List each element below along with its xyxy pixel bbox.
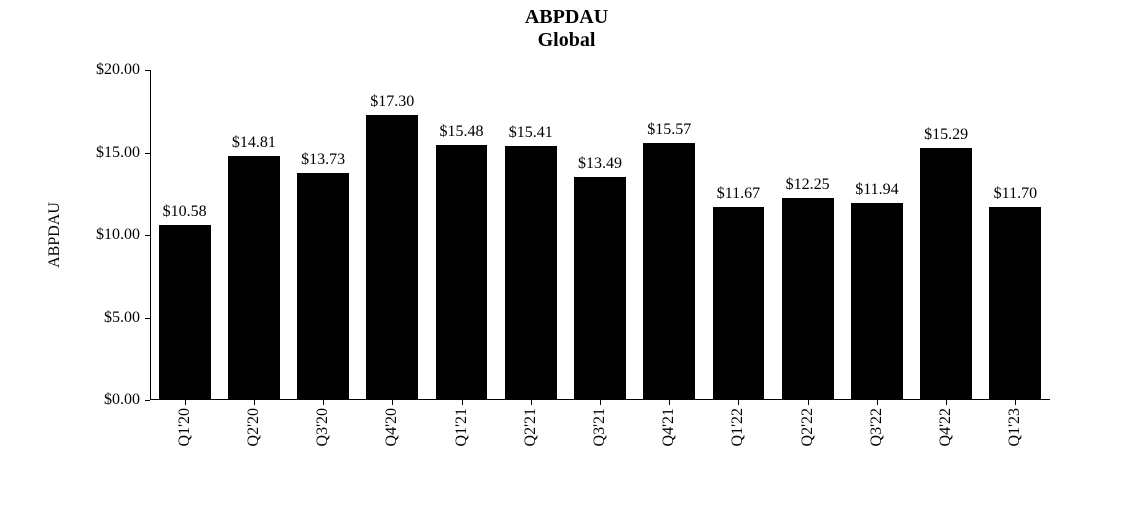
- bar: $15.57: [643, 143, 695, 400]
- x-tick: [185, 400, 186, 405]
- y-tick: [145, 70, 150, 71]
- y-tick-label: $15.00: [96, 144, 140, 162]
- bar: $11.70: [989, 207, 1041, 400]
- bar: $15.41: [505, 146, 557, 400]
- x-tick-label: Q2'21: [522, 408, 540, 446]
- y-tick: [145, 400, 150, 401]
- x-tick-label: Q1'23: [1006, 408, 1024, 446]
- x-tick: [323, 400, 324, 405]
- x-tick: [531, 400, 532, 405]
- bar: $11.94: [851, 203, 903, 400]
- x-tick: [946, 400, 947, 405]
- bar-value-label: $13.49: [578, 155, 622, 173]
- bar-value-label: $17.30: [370, 93, 414, 111]
- plot-area: $10.58Q1'20 $14.81Q2'20 $13.73Q3'20 $17.30Q…: [150, 70, 1050, 400]
- bar: $11.67: [713, 207, 765, 400]
- x-tick-label: Q1'20: [176, 408, 194, 446]
- x-tick-label: Q4'21: [660, 408, 678, 446]
- y-tick: [145, 235, 150, 236]
- x-tick: [462, 400, 463, 405]
- y-tick-label: $20.00: [96, 61, 140, 79]
- bar-value-label: $15.57: [647, 121, 691, 139]
- x-tick-label: Q4'20: [383, 408, 401, 446]
- bar-group: $11.94Q3'22: [851, 70, 903, 400]
- x-tick: [392, 400, 393, 405]
- x-tick: [808, 400, 809, 405]
- bar-group: $17.30Q4'20: [366, 70, 418, 400]
- bar: $17.30: [366, 115, 418, 400]
- y-tick: [145, 153, 150, 154]
- chart-title-line2: Global: [0, 29, 1133, 52]
- bar-value-label: $14.81: [232, 134, 276, 152]
- x-tick: [669, 400, 670, 405]
- x-tick-label: Q1'22: [729, 408, 747, 446]
- bar-group: $15.29Q4'22: [920, 70, 972, 400]
- x-tick: [1015, 400, 1016, 405]
- bar-value-label: $15.29: [924, 126, 968, 144]
- bar-group: $10.58Q1'20: [159, 70, 211, 400]
- x-tick-label: Q2'20: [245, 408, 263, 446]
- bar: $15.29: [920, 148, 972, 400]
- y-tick-label: $5.00: [104, 309, 140, 327]
- bar-value-label: $11.70: [994, 185, 1037, 203]
- bar-group: $14.81Q2'20: [228, 70, 280, 400]
- x-tick-label: Q3'22: [868, 408, 886, 446]
- chart-title-block: ABPDAU Global: [0, 6, 1133, 52]
- x-tick-label: Q3'20: [314, 408, 332, 446]
- y-tick: [145, 318, 150, 319]
- bar-value-label: $11.67: [717, 185, 760, 203]
- y-axis-title: ABPDAU: [46, 202, 64, 268]
- bar-value-label: $10.58: [163, 203, 207, 221]
- x-tick-label: Q3'21: [591, 408, 609, 446]
- bar: $15.48: [436, 145, 488, 400]
- x-tick: [738, 400, 739, 405]
- bar-group: $15.57Q4'21: [643, 70, 695, 400]
- bar-group: $11.67Q1'22: [713, 70, 765, 400]
- bar-value-label: $11.94: [855, 181, 898, 199]
- bar-value-label: $15.48: [440, 123, 484, 141]
- chart-container: ABPDAU Global ABPDAU $10.58Q1'20$14.81Q2…: [0, 0, 1133, 506]
- bar-value-label: $15.41: [509, 124, 553, 142]
- x-tick: [600, 400, 601, 405]
- x-tick-label: Q1'21: [453, 408, 471, 446]
- x-tick-label: Q4'22: [937, 408, 955, 446]
- bar-value-label: $13.73: [301, 151, 345, 169]
- x-tick: [877, 400, 878, 405]
- bar-group: $13.49Q3'21: [574, 70, 626, 400]
- bar-group: $15.48Q1'21: [436, 70, 488, 400]
- bar: $13.73: [297, 173, 349, 400]
- x-tick-label: Q2'22: [799, 408, 817, 446]
- bar-value-label: $12.25: [786, 176, 830, 194]
- bar-group: $13.73Q3'20: [297, 70, 349, 400]
- bar: $12.25: [782, 198, 834, 400]
- chart-title-line1: ABPDAU: [0, 6, 1133, 29]
- x-tick: [254, 400, 255, 405]
- y-tick-label: $10.00: [96, 226, 140, 244]
- bar-group: $12.25Q2'22: [782, 70, 834, 400]
- bar-group: $11.70Q1'23: [989, 70, 1041, 400]
- bars-area: $10.58Q1'20 $14.81Q2'20 $13.73Q3'20 $17.30Q…: [150, 70, 1050, 400]
- bar: $14.81: [228, 156, 280, 400]
- bar: $13.49: [574, 177, 626, 400]
- y-tick-label: $0.00: [104, 391, 140, 409]
- bar-group: $15.41Q2'21: [505, 70, 557, 400]
- bar: $10.58: [159, 225, 211, 400]
